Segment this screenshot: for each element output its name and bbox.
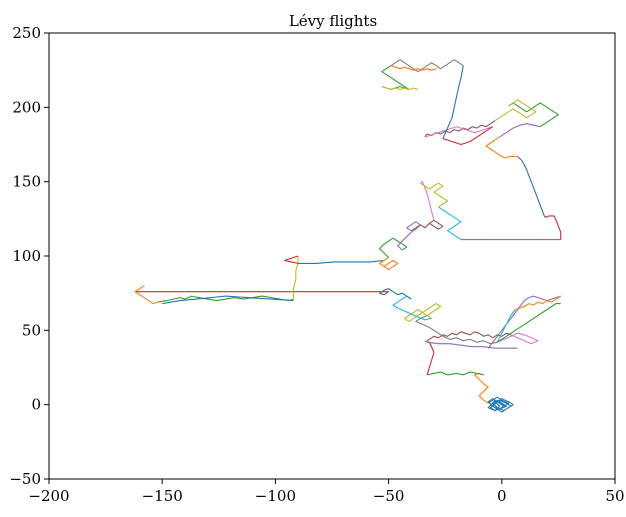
x-tick-label-3: −50 <box>373 487 405 505</box>
flight-path-43 <box>497 303 561 343</box>
flight-path-0 <box>487 396 514 413</box>
flight-path-17 <box>298 259 385 264</box>
flight-path-27 <box>517 156 546 218</box>
flight-path-5 <box>424 331 512 343</box>
flight-path-42 <box>496 309 516 343</box>
x-tick-label-5: 50 <box>605 487 624 505</box>
flight-path-40 <box>487 295 561 349</box>
flight-path-41 <box>515 295 562 311</box>
flight-path-2 <box>426 371 484 376</box>
flight-path-15 <box>292 256 299 300</box>
flight-path-18 <box>378 257 399 270</box>
chart-title: Lévy flights <box>289 12 377 30</box>
flight-path-34 <box>442 126 493 146</box>
y-tick-label-5: 200 <box>12 98 41 116</box>
flight-path-19 <box>378 237 408 258</box>
flight-path-26 <box>544 215 562 240</box>
flight-path-12 <box>134 285 158 305</box>
flight-path-23 <box>420 182 449 208</box>
flight-path-24 <box>438 206 462 241</box>
flight-path-20 <box>397 221 421 251</box>
flight-path-36 <box>390 59 464 73</box>
x-tick-label-0: −200 <box>28 487 69 505</box>
plot-frame <box>48 32 616 480</box>
flight-path-28 <box>485 136 518 159</box>
y-tick-label-1: 0 <box>31 396 41 414</box>
series-layer <box>134 59 562 413</box>
flight-path-13 <box>157 295 294 303</box>
flight-path-9 <box>392 295 432 321</box>
flight-path-31 <box>494 99 537 122</box>
flight-path-7 <box>415 314 498 345</box>
x-tick-label-4: 0 <box>497 487 507 505</box>
flight-path-37 <box>390 65 437 71</box>
flight-path-6 <box>497 332 539 345</box>
flight-path-29 <box>499 123 541 138</box>
y-tick-label-6: 250 <box>12 24 41 42</box>
flight-path-14 <box>162 295 294 305</box>
flight-path-35 <box>442 65 464 139</box>
y-tick-label-4: 150 <box>12 173 41 191</box>
flight-path-10 <box>378 288 412 300</box>
y-tick-label-0: −50 <box>9 470 41 488</box>
x-tick-label-2: −100 <box>255 487 296 505</box>
flight-path-16 <box>283 255 299 264</box>
y-axis: −50 0 50 100 150 200 250 <box>9 24 49 488</box>
x-tick-label-1: −150 <box>142 487 183 505</box>
flight-path-1 <box>474 372 489 404</box>
flight-path-39 <box>381 85 419 91</box>
flight-path-4 <box>427 341 518 349</box>
flight-path-22 <box>419 181 435 221</box>
flight-path-3 <box>426 341 435 376</box>
y-tick-label-3: 100 <box>12 247 41 265</box>
flight-path-30 <box>508 102 559 128</box>
y-tick-label-2: 50 <box>22 321 41 339</box>
flight-path-33 <box>424 126 493 138</box>
flight-path-21 <box>410 219 444 232</box>
flight-path-38 <box>381 65 410 91</box>
flight-path-8 <box>403 303 442 322</box>
x-axis: −200 −150 −100 −50 0 50 <box>28 479 625 505</box>
